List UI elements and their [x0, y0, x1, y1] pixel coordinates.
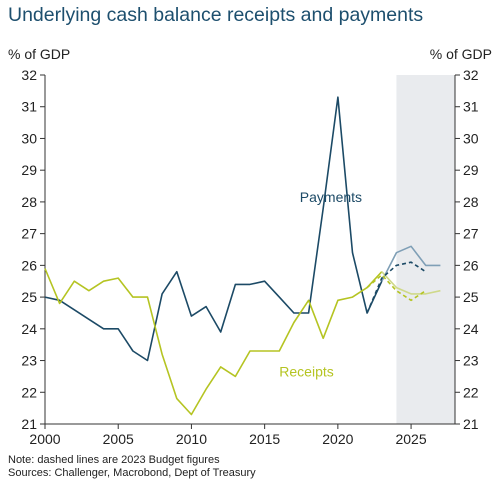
- receipts-line: [44, 268, 383, 416]
- chart-title: Underlying cash balance receipts and pay…: [8, 4, 424, 26]
- y-tick-label-right: 24: [463, 321, 479, 337]
- receipts-label: Receipts: [279, 363, 333, 379]
- y-tick-label-left: 30: [21, 130, 37, 146]
- x-tick-label: 2010: [176, 431, 207, 447]
- chart-sources: Sources: Challenger, Macrobond, Dept of …: [8, 467, 256, 479]
- payments-line: [44, 96, 383, 362]
- y-tick-label-left: 25: [21, 289, 37, 305]
- y-tick-label-left: 21: [21, 416, 37, 432]
- y-tick-label-right: 22: [463, 384, 479, 400]
- x-tick-label: 2000: [29, 431, 60, 447]
- y-tick-label-right: 21: [463, 416, 479, 432]
- y-tick-label-right: 26: [463, 257, 479, 273]
- y-tick-label-left: 24: [21, 321, 37, 337]
- y-tick-label-left: 27: [21, 226, 37, 242]
- x-tick-label: 2020: [322, 431, 353, 447]
- y-tick-label-right: 28: [463, 194, 479, 210]
- y-tick-label-left: 22: [21, 384, 37, 400]
- series-2-solid-line: [381, 245, 441, 282]
- y-tick-label-right: 29: [463, 162, 479, 178]
- y-tick-label-right: 30: [463, 130, 479, 146]
- y-tick-label-right: 31: [463, 99, 479, 115]
- x-tick-label: 2025: [395, 431, 426, 447]
- y-tick-label-right: 32: [463, 67, 479, 83]
- y-tick-label-right: 27: [463, 226, 479, 242]
- series-5-dashed-line: [366, 274, 427, 302]
- payments-label: Payments: [300, 189, 362, 205]
- y-tick-label-left: 31: [21, 99, 37, 115]
- series-3-solid-line: [381, 271, 441, 295]
- y-tick-label-left: 23: [21, 353, 37, 369]
- left-axis-unit: % of GDP: [8, 46, 71, 62]
- y-tick-label-left: 26: [21, 257, 37, 273]
- y-tick-label-right: 23: [463, 353, 479, 369]
- x-tick-label: 2005: [103, 431, 134, 447]
- y-tick-label-right: 25: [463, 289, 479, 305]
- right-axis-unit: % of GDP: [429, 46, 492, 62]
- y-tick-label-left: 28: [21, 194, 37, 210]
- y-tick-label-left: 29: [21, 162, 37, 178]
- forecast-shading: [396, 75, 455, 424]
- y-tick-label-left: 32: [21, 67, 37, 83]
- x-tick-label: 2015: [249, 431, 280, 447]
- series-4-dashed-line: [366, 261, 427, 314]
- chart-note: Note: dashed lines are 2023 Budget figur…: [8, 454, 220, 466]
